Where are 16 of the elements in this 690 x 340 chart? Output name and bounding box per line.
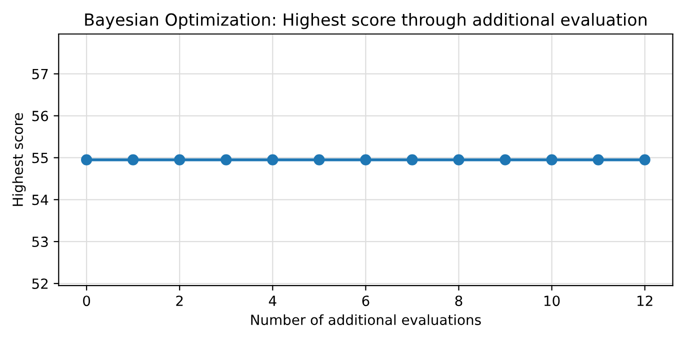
y-tick-label: 57 <box>32 68 48 80</box>
y-tick-label: 53 <box>32 236 48 248</box>
y-tick-label: 56 <box>32 110 48 122</box>
x-tick-label: 4 <box>268 296 276 306</box>
x-axis-title: Number of additional evaluations <box>251 314 481 326</box>
y-axis-title: Highest score <box>12 113 26 206</box>
x-tick-label: 6 <box>362 296 370 306</box>
y-tick-label: 54 <box>32 194 48 206</box>
x-tick-label: 8 <box>455 296 462 306</box>
x-tick-label: 0 <box>83 296 90 306</box>
x-tick-label: 2 <box>176 296 183 306</box>
y-tick-label: 52 <box>32 278 48 289</box>
y-tick-label: 55 <box>32 152 48 164</box>
chart-title: Bayesian Optimization: Highest score through additional evaluation <box>85 13 646 30</box>
x-tick-label: 10 <box>544 296 560 306</box>
x-tick-label: 12 <box>638 296 652 306</box>
